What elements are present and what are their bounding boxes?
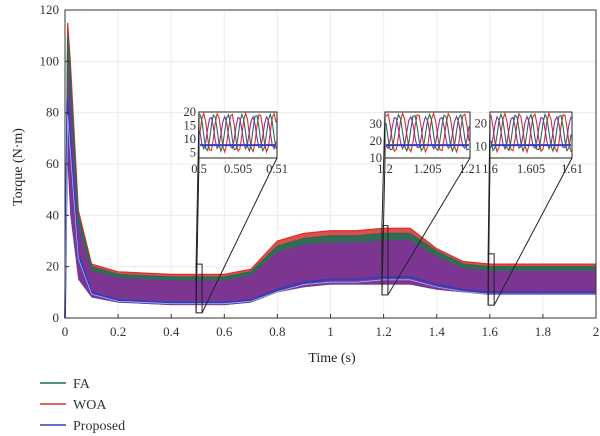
inset-y-tick-label: 10	[370, 151, 383, 165]
y-tick-label: 40	[46, 207, 59, 222]
inset-trace	[199, 112, 277, 153]
chart-series-lines	[64, 22, 596, 319]
fa-line	[64, 35, 596, 319]
y-tick-label: 120	[40, 2, 60, 17]
plot-frame	[64, 9, 597, 319]
y-tick-label: 20	[46, 259, 59, 274]
legend-label-proposed: Proposed	[73, 419, 125, 434]
y-tick-label: 0	[53, 310, 60, 325]
zoom-inset: 10 20 30 1.2 1.205 1.21	[370, 111, 481, 176]
zoom-connector	[387, 157, 471, 296]
inset-y-tick-label: 20	[475, 117, 488, 131]
inset-y-tick-label: 15	[184, 119, 197, 133]
x-tick-label: 0.2	[110, 324, 126, 339]
inset-y-tick-label: 10	[475, 140, 488, 154]
legend-label-woa: WOA	[73, 398, 107, 413]
x-tick-label: 1.8	[535, 324, 551, 339]
y-tick-label: 60	[46, 156, 59, 171]
zoom-connector	[195, 157, 200, 313]
inset-x-tick-label: 0.5	[191, 162, 207, 176]
zoom-source-box	[381, 225, 389, 296]
inset-x-tick-label: 0.505	[224, 162, 252, 176]
legend-label-fa: FA	[73, 377, 91, 392]
inset-x-tick-label: 1.605	[517, 162, 545, 176]
inset-x-tick-label: 1.21	[459, 162, 481, 176]
x-axis-label: Time (s)	[308, 351, 356, 366]
proposed-highlight	[64, 115, 596, 319]
x-tick-label: 0	[62, 324, 69, 339]
chart-legend: FA WOA Proposed	[40, 377, 125, 434]
x-tick-label: 2	[593, 324, 600, 339]
chart-axes: 0 0.2 0.4 0.6 0.8 1 1.2 1.4 1.6 1.8 20204060801001…	[40, 2, 600, 339]
proposed-line	[64, 99, 596, 319]
x-tick-label: 1.2	[375, 324, 391, 339]
zoom-connector	[381, 157, 386, 295]
zoom-connector	[493, 157, 573, 306]
zoom-connector	[201, 157, 278, 314]
inset-x-tick-label: 0.51	[266, 162, 288, 176]
inset-y-tick-label: 20	[370, 134, 383, 148]
x-tick-label: 0.8	[269, 324, 285, 339]
y-axis-label: Torque (N·m)	[11, 128, 26, 206]
inset-trace	[490, 111, 572, 154]
x-tick-label: 1.6	[482, 324, 499, 339]
y-tick-label: 80	[46, 105, 59, 120]
x-tick-label: 0.6	[216, 324, 233, 339]
inset-x-tick-label: 1.205	[413, 162, 441, 176]
inset-trace	[385, 115, 470, 151]
inset-trace	[385, 111, 470, 154]
inset-x-tick-label: 1.6	[482, 162, 498, 176]
inset-y-tick-label: 5	[190, 146, 196, 160]
x-tick-label: 0.4	[163, 324, 180, 339]
zoom-inset: 10 20 1.6 1.605 1.61	[475, 111, 583, 176]
inset-x-tick-label: 1.61	[561, 162, 583, 176]
y-tick-label: 100	[40, 53, 60, 68]
inset-x-tick-label: 1.2	[377, 162, 393, 176]
inset-y-tick-label: 10	[184, 132, 197, 146]
inset-trace	[199, 114, 277, 151]
woa-line	[64, 22, 596, 319]
x-tick-label: 1.4	[429, 324, 446, 339]
x-tick-label: 1	[327, 324, 334, 339]
zoom-connector	[487, 157, 491, 306]
inset-trace	[490, 115, 572, 151]
inset-y-tick-label: 20	[184, 105, 197, 119]
inset-y-tick-label: 30	[370, 117, 383, 131]
zoom-connector	[381, 111, 386, 226]
inset-trace	[490, 112, 572, 153]
